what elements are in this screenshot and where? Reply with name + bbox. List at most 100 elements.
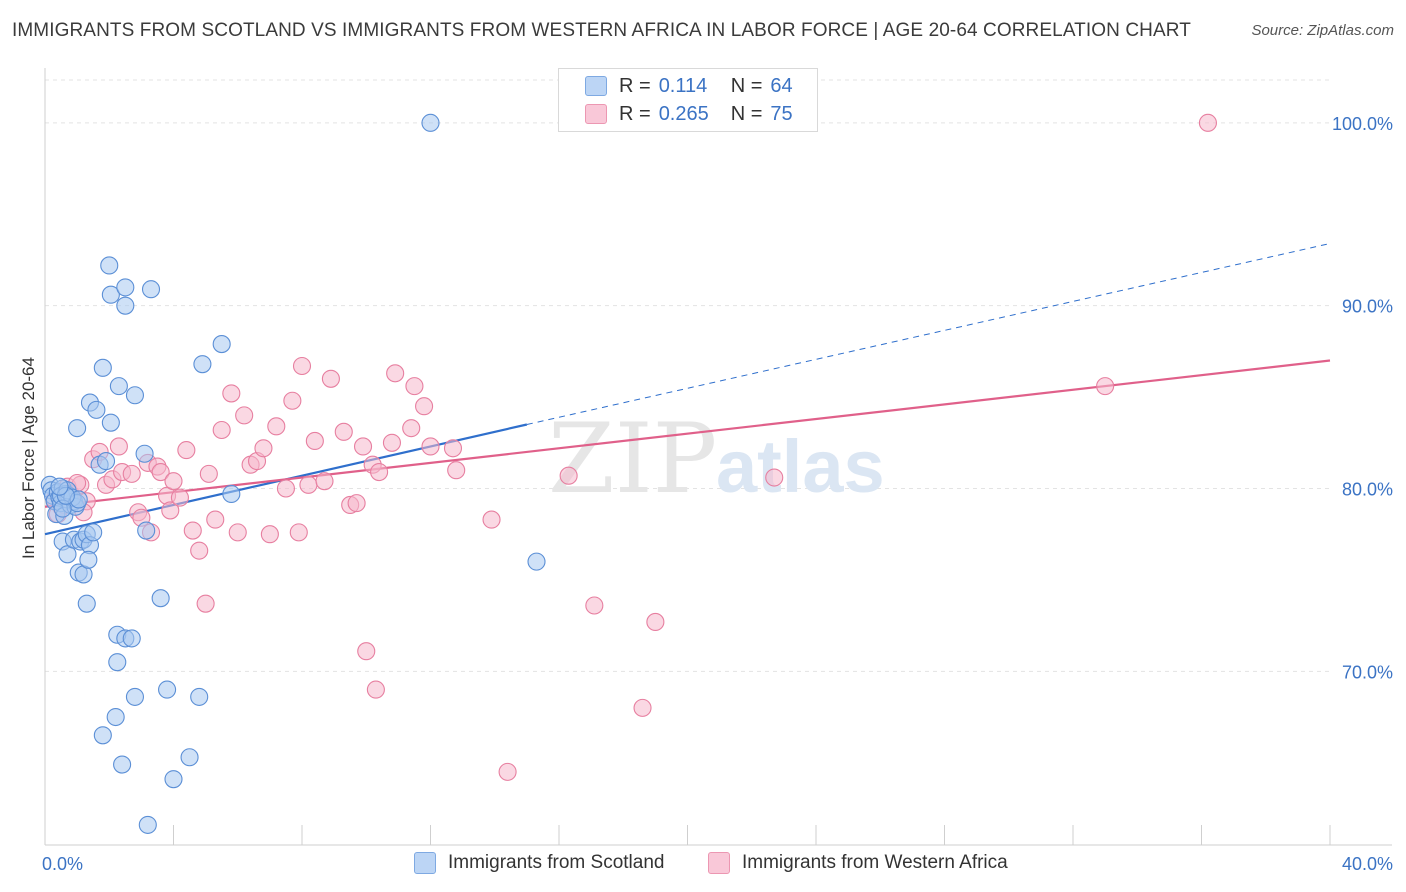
scotland-point xyxy=(68,419,87,438)
scotland-point xyxy=(222,484,241,504)
scotland-point xyxy=(135,444,154,463)
wafrica-point xyxy=(559,466,578,485)
wafrica-point xyxy=(1096,377,1115,396)
wafrica-point xyxy=(421,437,440,456)
scotland-point xyxy=(138,815,157,834)
wafrica-point xyxy=(347,494,366,513)
wafrica-point xyxy=(386,364,405,383)
x-tick-label: 0.0% xyxy=(42,854,83,874)
wafrica-trend-line xyxy=(44,359,1331,508)
wafrica-point xyxy=(321,369,340,388)
scotland-point xyxy=(421,113,440,132)
scotland-point xyxy=(122,629,141,648)
legend-r-value: 0.265 xyxy=(658,102,709,125)
wafrica-point xyxy=(289,523,308,542)
wafrica-point xyxy=(267,417,286,436)
legend-n-value: 75 xyxy=(770,102,793,125)
wafrica-point xyxy=(447,461,466,480)
wafrica-point xyxy=(646,612,665,632)
legend-r-label: R = xyxy=(619,102,651,125)
chart-title: IMMIGRANTS FROM SCOTLAND VS IMMIGRANTS F… xyxy=(12,20,1191,41)
wafrica-point xyxy=(292,356,312,376)
points-layer xyxy=(40,113,1217,834)
wafrica-point xyxy=(498,762,517,781)
scotland-point xyxy=(50,477,69,496)
y-tick-label: 100.0% xyxy=(1332,114,1393,134)
legend-n-label: N = xyxy=(730,74,763,97)
wafrica-point xyxy=(122,464,141,483)
wafrica-point xyxy=(183,521,202,540)
scotland-point xyxy=(180,748,199,767)
wafrica-point xyxy=(299,475,318,494)
y-tick-label: 70.0% xyxy=(1342,662,1393,682)
scotland-point xyxy=(101,285,120,304)
watermark-atlas: atlas xyxy=(716,425,885,508)
wafrica-point xyxy=(633,698,652,717)
scotland-point xyxy=(190,687,209,706)
wafrica-point xyxy=(164,472,183,491)
wafrica-point xyxy=(334,422,353,441)
scotland-point xyxy=(93,726,112,745)
source-label: Source: ZipAtlas.com xyxy=(1251,22,1394,39)
wafrica-point xyxy=(212,420,231,440)
legend-n-value: 64 xyxy=(770,74,793,97)
legend-row-scotland: R = 0.114 N = 64 xyxy=(585,73,793,99)
scotland-point xyxy=(87,400,106,419)
legend-row-wafrica: R = 0.265 N = 75 xyxy=(585,101,793,127)
scotland-point xyxy=(137,521,156,540)
wafrica-point xyxy=(315,472,334,491)
wafrica-point xyxy=(254,439,273,458)
wafrica-point xyxy=(370,462,389,482)
wafrica-point xyxy=(190,541,209,560)
scotland-point xyxy=(141,280,161,299)
grid-layer xyxy=(45,79,1330,672)
y-tick-label: 90.0% xyxy=(1342,297,1393,317)
wafrica-point xyxy=(196,594,215,613)
wafrica-point xyxy=(199,464,218,483)
y-tick-label: 80.0% xyxy=(1342,479,1393,499)
wafrica-point xyxy=(206,510,225,529)
scotland-point xyxy=(113,755,132,774)
correlation-legend: R = 0.114 N = 64 R = 0.265 N = 75 xyxy=(558,68,818,132)
wafrica-point xyxy=(405,377,424,396)
scotland-point xyxy=(125,687,144,706)
scotland-point xyxy=(96,452,116,471)
wafrica-point xyxy=(161,501,180,520)
scotland-point xyxy=(193,355,212,374)
wafrica-point xyxy=(235,406,254,425)
wafrica-point xyxy=(585,596,604,615)
legend-r-value: 0.114 xyxy=(658,74,708,97)
wafrica-point xyxy=(1198,113,1217,132)
wafrica-point xyxy=(415,397,434,416)
wafrica-point xyxy=(366,680,385,699)
legend-swatch-wafrica xyxy=(585,104,607,124)
wafrica-point xyxy=(305,431,324,451)
watermark: ZIP atlas xyxy=(548,403,885,515)
scotland-point xyxy=(116,278,135,297)
series-name-scotland: Immigrants from Scotland xyxy=(448,852,665,873)
wafrica-point xyxy=(177,441,196,460)
wafrica-point xyxy=(765,468,784,487)
series-legend-wafrica: Immigrants from Western Africa xyxy=(708,852,1008,874)
watermark-zip: ZIP xyxy=(548,403,717,515)
wafrica-point xyxy=(260,525,279,544)
scotland-point xyxy=(84,523,103,542)
wafrica-point xyxy=(283,391,302,410)
scotland-point xyxy=(79,550,98,569)
axis-layer: 100.0% 90.0% 80.0% 70.0% 0.0% 40.0% xyxy=(42,68,1393,874)
legend-n-label: N = xyxy=(730,102,763,125)
legend-swatch-scotland xyxy=(585,76,607,96)
legend-r-label: R = xyxy=(619,74,651,97)
wafrica-point xyxy=(228,523,247,542)
scotland-point xyxy=(158,680,177,699)
wafrica-point xyxy=(353,437,373,456)
scotland-point xyxy=(212,335,231,354)
scotland-point xyxy=(108,653,127,672)
scotland-point xyxy=(106,707,125,727)
wafrica-point xyxy=(151,462,170,482)
scotland-point xyxy=(151,589,170,608)
wafrica-point xyxy=(382,433,402,452)
scotland-point xyxy=(527,552,546,571)
series-legend-scotland: Immigrants from Scotland xyxy=(414,852,664,874)
scotland-point xyxy=(109,377,128,396)
